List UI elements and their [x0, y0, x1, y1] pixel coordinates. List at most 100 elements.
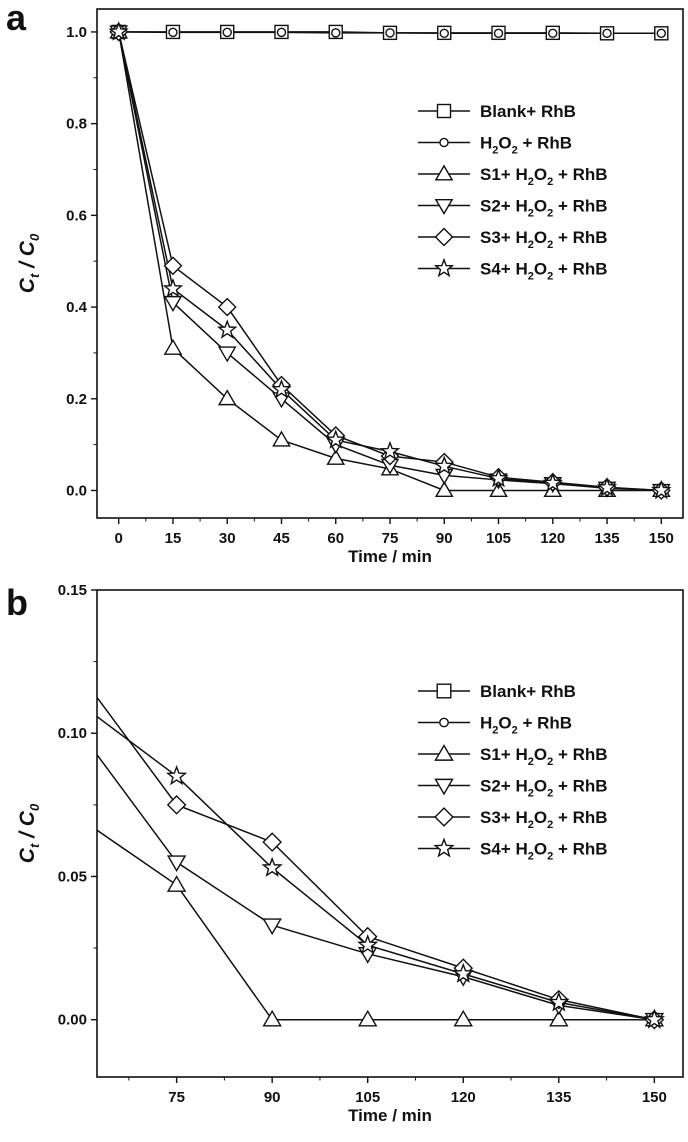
- chart-b-plot-area: [73, 696, 665, 1030]
- chart-a-point-s3-1: [163, 295, 183, 312]
- chart-a-ytick-label-1: 0.2: [66, 391, 87, 408]
- chart-a-xtick-label-105: 105: [486, 530, 511, 547]
- chart-a-ytick-label-3: 0.6: [66, 207, 87, 224]
- chart-b-legend-item-2: S1+ H2O2 + RhB: [418, 744, 608, 768]
- chart-a-legend-marker-4: [434, 227, 454, 247]
- chart-b-ytick-label-3: 0.15: [58, 582, 87, 599]
- chart-a-point-s5-3: [271, 378, 292, 399]
- chart-a-legend-item-4: S3+ H2O2 + RhB: [418, 227, 608, 251]
- chart-a-legend-label-0: Blank+ RhB: [480, 102, 576, 121]
- chart-b-point-s2-3: [357, 1009, 378, 1027]
- chart-a-xtick-label-120: 120: [540, 530, 565, 547]
- chart-a-point-s1-10: [656, 28, 667, 39]
- chart-a-xtick-label-90: 90: [436, 530, 453, 547]
- chart-a-ylabel: Ct / C0: [16, 233, 42, 293]
- chart-a-legend-item-2: S1+ H2O2 + RhB: [418, 164, 608, 188]
- chart-b-point-s5-1: [165, 765, 188, 786]
- chart-a-point-s1-9: [602, 28, 612, 39]
- chart-a-xtick-label-0: 0: [115, 530, 123, 547]
- chart-a-plot-area: [108, 21, 672, 501]
- chart-a-legend-marker-5: [433, 257, 455, 278]
- chart-b-xtick-label-105: 105: [355, 1089, 380, 1106]
- chart-b-panel-label: b: [6, 582, 28, 623]
- chart-b-legend-marker-2: [434, 744, 454, 761]
- chart-b-point-s3-2: [262, 918, 282, 936]
- chart-b-point-s3-1: [166, 855, 187, 873]
- chart-a-point-s5-8: [542, 472, 564, 492]
- chart-a-point-s5-10: [651, 479, 672, 500]
- chart-b-legend-item-4: S3+ H2O2 + RhB: [418, 807, 608, 831]
- chart-a-point-s2-4: [326, 448, 346, 465]
- chart-a-legend-marker-0: [436, 103, 452, 119]
- chart-a-point-s2-2: [217, 389, 237, 406]
- chart-b-point-s5-2: [261, 856, 283, 877]
- chart-a-point-s1-4: [331, 28, 341, 38]
- chart-a-point-s1-7: [493, 28, 504, 39]
- chart-b-legend-item-3: S2+ H2O2 + RhB: [418, 777, 608, 800]
- chart-b-point-s5-6: [643, 1008, 665, 1029]
- chart-svg-b: b 75 90 105 120 135 150 0.00 0.05 0.10 0.15 Time / …: [6, 582, 684, 1125]
- chart-a-xtick-label-15: 15: [165, 530, 182, 547]
- chart-a-xtick-label-135: 135: [595, 530, 620, 547]
- chart-a-legend-marker-2: [434, 164, 454, 181]
- chart-b-xtick-label-90: 90: [264, 1089, 281, 1106]
- chart-b-point-s5-5: [548, 991, 570, 1012]
- chart-b-legend-label-3: S2+ H2O2 + RhB: [480, 777, 608, 800]
- chart-b-point-s2-2: [262, 1009, 282, 1027]
- chart-a-legend-label-2: S1+ H2O2 + RhB: [480, 165, 608, 188]
- chart-a-point-s1-8: [548, 28, 558, 39]
- chart-a-legend-label-4: S3+ H2O2 + RhB: [480, 228, 608, 251]
- chart-a-legend-marker-1: [439, 137, 449, 148]
- chart-b-legend-label-5: S4+ H2O2 + RhB: [480, 840, 608, 863]
- chart-b-legend-marker-1: [439, 717, 449, 728]
- chart-panel-a: a 0 15 30 45 60 75 90 105 120 135 150 0.0 0.2 0.4 0.6 0.…: [6, 0, 684, 566]
- chart-a-point-s4-2: [217, 297, 237, 317]
- chart-b-xtick-label-120: 120: [451, 1089, 476, 1106]
- chart-a-point-s5-4: [325, 429, 346, 449]
- chart-a-point-s1-5: [385, 28, 395, 38]
- chart-panel-b: b 75 90 105 120 135 150 0.00 0.05 0.10 0.15 Time / …: [0, 575, 688, 1142]
- chart-b-legend-item-0: Blank+ RhB: [418, 682, 576, 701]
- chart-a-legend-item-1: H2O2 + RhB: [418, 134, 572, 157]
- chart-b-xtick-label-75: 75: [168, 1089, 185, 1106]
- chart-a-point-s5-2: [216, 319, 238, 339]
- chart-a-xtick-label-60: 60: [327, 530, 344, 547]
- chart-b-point-s5-3: [357, 934, 379, 955]
- chart-a-ytick-label-0: 0.0: [66, 482, 87, 499]
- chart-a-legend-label-5: S4+ H2O2 + RhB: [480, 260, 608, 283]
- chart-b-ytick-label-1: 0.05: [58, 868, 87, 885]
- chart-a-point-s5-1: [162, 277, 184, 298]
- chart-b-legend-label-0: Blank+ RhB: [480, 682, 576, 701]
- chart-a-point-s3-3: [272, 392, 291, 409]
- chart-a-legend-label-3: S2+ H2O2 + RhB: [480, 197, 608, 220]
- chart-a-ytick-label-2: 0.4: [66, 299, 88, 316]
- chart-b-xtick-label-135: 135: [546, 1089, 571, 1106]
- chart-b-legend-marker-3: [434, 778, 454, 796]
- chart-b-point-s4-1: [166, 795, 187, 815]
- chart-a-point-s1-2: [222, 27, 232, 38]
- chart-b-legend-label-1: H2O2 + RhB: [480, 714, 572, 737]
- chart-a-legend-item-3: S2+ H2O2 + RhB: [418, 197, 608, 220]
- chart-b-legend-item-1: H2O2 + RhB: [418, 714, 572, 737]
- chart-b-point-s2-5: [549, 1009, 569, 1027]
- chart-a-xtick-label-75: 75: [382, 530, 399, 547]
- chart-b-xtick-label-150: 150: [642, 1089, 667, 1106]
- chart-b-legend-marker-5: [433, 837, 455, 858]
- chart-a-xtick-label-30: 30: [219, 530, 236, 547]
- chart-a-point-s5-5: [379, 440, 401, 461]
- chart-a-legend-marker-3: [434, 198, 454, 216]
- chart-a-panel-label: a: [6, 0, 27, 38]
- chart-a-ytick-label-4: 0.8: [66, 116, 87, 133]
- chart-b-legend-label-2: S1+ H2O2 + RhB: [480, 745, 608, 768]
- chart-a-point-s2-1: [163, 338, 183, 355]
- chart-b-point-s4-2: [262, 832, 282, 852]
- chart-b-legend-label-4: S3+ H2O2 + RhB: [480, 808, 608, 831]
- chart-a-xtick-label-150: 150: [649, 530, 674, 547]
- chart-a-legend-item-5: S4+ H2O2 + RhB: [418, 257, 608, 283]
- chart-a-point-s5-0: [108, 21, 129, 41]
- chart-b-point-s2-0: [73, 811, 90, 826]
- chart-b-plot-frame: [96, 589, 684, 1078]
- chart-b-point-s2-4: [453, 1009, 473, 1027]
- chart-b-legend-marker-0: [436, 683, 452, 699]
- chart-b-legend-marker-4: [434, 807, 454, 827]
